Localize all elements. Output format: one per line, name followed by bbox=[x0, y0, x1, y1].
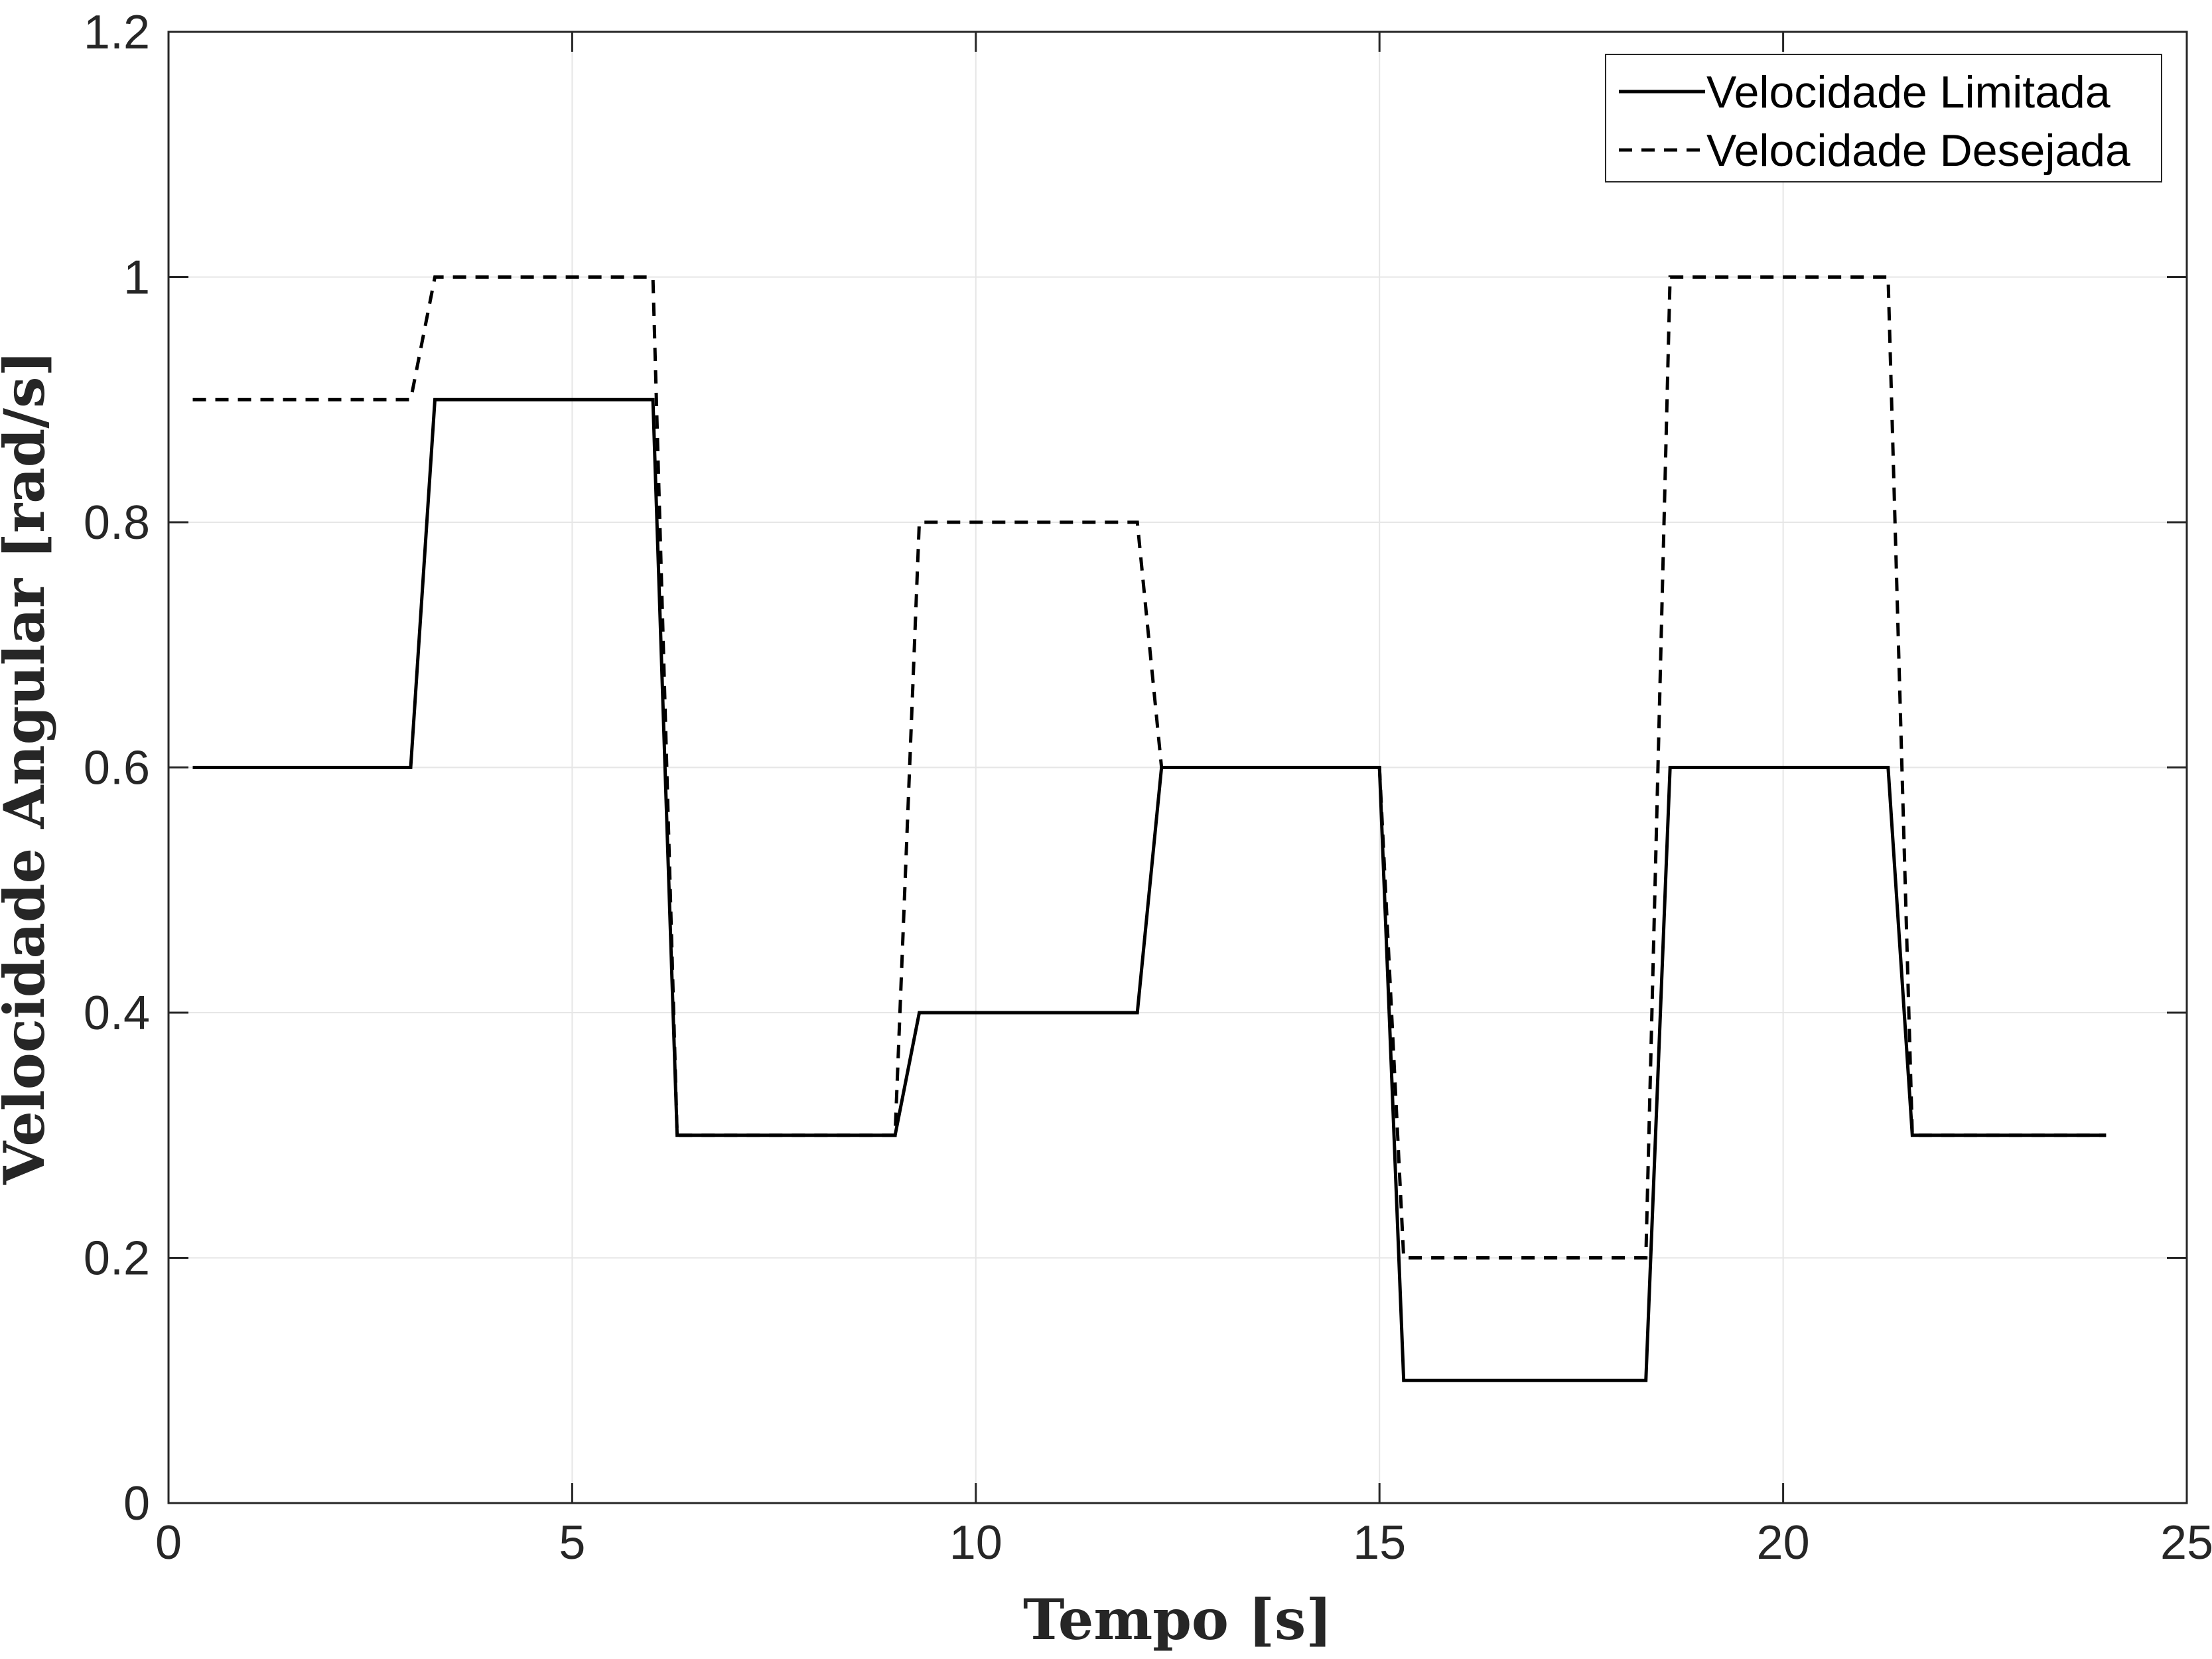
x-tick-label: 20 bbox=[1757, 1516, 1810, 1569]
x-tick-label: 10 bbox=[949, 1516, 1002, 1569]
x-tick-label: 0 bbox=[155, 1516, 182, 1569]
grid bbox=[169, 32, 2187, 1503]
y-axis-title: Velocidade Angular [rad/s] bbox=[0, 350, 57, 1185]
y-tick-label: 0 bbox=[123, 1477, 150, 1530]
x-tick-label: 15 bbox=[1353, 1516, 1406, 1569]
x-axis-title: Tempo [s] bbox=[1023, 1587, 1332, 1652]
axis-ticks: 0 5 10 15 20 25 0 0.2 0.4 0.6 0.8 1 1.2 bbox=[84, 6, 2212, 1569]
x-tick-label: 5 bbox=[559, 1516, 585, 1569]
legend-entry-label: Velocidade Desejada bbox=[1706, 125, 2130, 176]
x-tick-label: 25 bbox=[2160, 1516, 2212, 1569]
series-line-velocidade-limitada bbox=[192, 397, 2107, 1382]
series-line-velocidade-desejada bbox=[192, 275, 2107, 1260]
y-tick-label: 1 bbox=[123, 252, 150, 305]
y-tick-label: 0.8 bbox=[84, 496, 150, 549]
legend: Velocidade Limitada Velocidade Desejada bbox=[1605, 54, 2162, 182]
y-tick-label: 0.4 bbox=[84, 987, 150, 1040]
y-tick-label: 0.6 bbox=[84, 742, 150, 795]
y-tick-label: 1.2 bbox=[84, 6, 150, 59]
legend-entry-label: Velocidade Limitada bbox=[1706, 67, 2110, 117]
legend-box bbox=[1605, 54, 2162, 182]
y-tick-label: 0.2 bbox=[84, 1232, 150, 1285]
series-group bbox=[192, 275, 2107, 1382]
